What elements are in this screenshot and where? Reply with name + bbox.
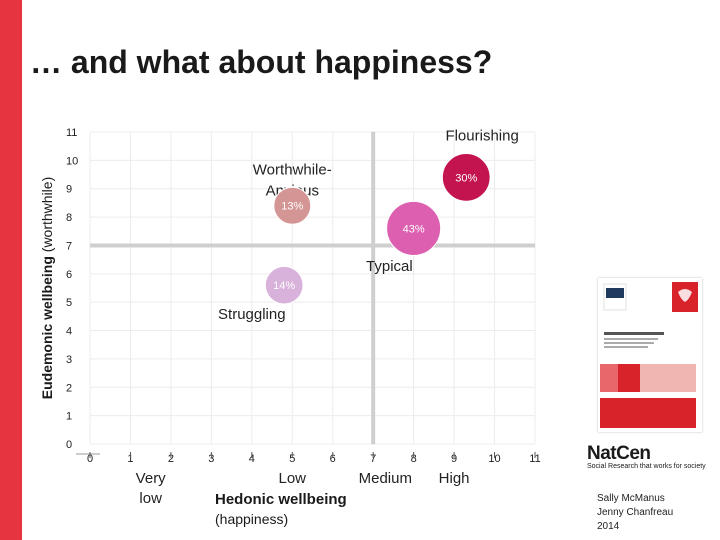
x-category-label: High xyxy=(439,470,470,487)
y-tick-label: 10 xyxy=(66,155,78,167)
report-cover-thumbnail xyxy=(598,278,702,432)
y-tick-label: 1 xyxy=(66,411,72,423)
x-tick-label: 7 xyxy=(370,453,376,465)
author-credits: Sally McManus Jenny Chanfreau 2014 xyxy=(597,492,673,534)
accent-bar xyxy=(0,0,22,540)
x-tick-label: 11 xyxy=(529,453,540,465)
x-tick-label: 10 xyxy=(488,453,500,465)
y-tick-label: 6 xyxy=(66,269,72,281)
y-tick-label: 9 xyxy=(66,184,72,196)
bubble-data-label: 14% xyxy=(273,280,295,292)
y-tick-label: 2 xyxy=(66,382,72,394)
bubble-data-label: 30% xyxy=(455,172,477,184)
x-tick-label: 9 xyxy=(451,453,457,465)
y-tick-label: 4 xyxy=(66,326,72,338)
brand-name: NatCen xyxy=(587,443,651,464)
y-axis-title-main: Eudemonic wellbeing xyxy=(39,252,55,399)
x-tick-label: 3 xyxy=(208,453,214,465)
x-axis-title: Hedonic wellbeing xyxy=(215,491,347,508)
natcen-logo: NatCen Social Research that works for so… xyxy=(587,444,712,470)
quadrant-label: Typical xyxy=(366,258,413,275)
y-tick-label: 0 xyxy=(66,439,72,451)
quadrant-label: Worthwhile- xyxy=(253,162,332,179)
x-tick-label: 1 xyxy=(127,453,133,465)
x-category-label: Medium xyxy=(359,470,412,487)
bubble-point xyxy=(273,186,312,225)
bubble-point xyxy=(264,265,304,305)
y-axis-title-sub: (worthwhile) xyxy=(39,177,55,252)
bubble-data-label: 43% xyxy=(403,223,425,235)
quadrant-label: Flourishing xyxy=(445,128,518,145)
bubble-point xyxy=(386,200,442,256)
x-tick-label: 8 xyxy=(411,453,417,465)
page-title: … and what about happiness? xyxy=(30,44,493,80)
y-tick-label: 3 xyxy=(66,354,72,366)
publication-year: 2014 xyxy=(597,521,620,532)
y-tick-label: 5 xyxy=(66,297,72,309)
x-tick-label: 5 xyxy=(289,453,295,465)
author-name: Jenny Chanfreau xyxy=(597,507,674,518)
x-category-label: Very xyxy=(136,470,167,487)
x-tick-label: 6 xyxy=(330,453,336,465)
bubble-data-label: 13% xyxy=(281,201,303,213)
report-cover-image xyxy=(598,278,702,432)
x-category-label: Low xyxy=(279,470,307,487)
quadrant-label: Struggling xyxy=(218,306,286,323)
x-tick-label: 0 xyxy=(87,453,93,465)
ssr-logo-icon xyxy=(606,288,624,298)
y-tick-label: 8 xyxy=(66,212,72,224)
y-axis-title: Eudemonic wellbeing (worthwhile) xyxy=(39,177,55,400)
y-tick-label: 7 xyxy=(66,240,72,252)
y-tick-label: 11 xyxy=(66,127,77,139)
author-name: Sally McManus xyxy=(597,493,665,504)
x-axis-subtitle: (happiness) xyxy=(215,511,288,527)
bubble-point xyxy=(441,152,491,202)
x-tick-label: 2 xyxy=(168,453,174,465)
x-tick-label: 4 xyxy=(249,453,255,465)
brand-tagline: Social Research that works for society xyxy=(587,463,706,470)
x-category-label: low xyxy=(139,490,162,507)
